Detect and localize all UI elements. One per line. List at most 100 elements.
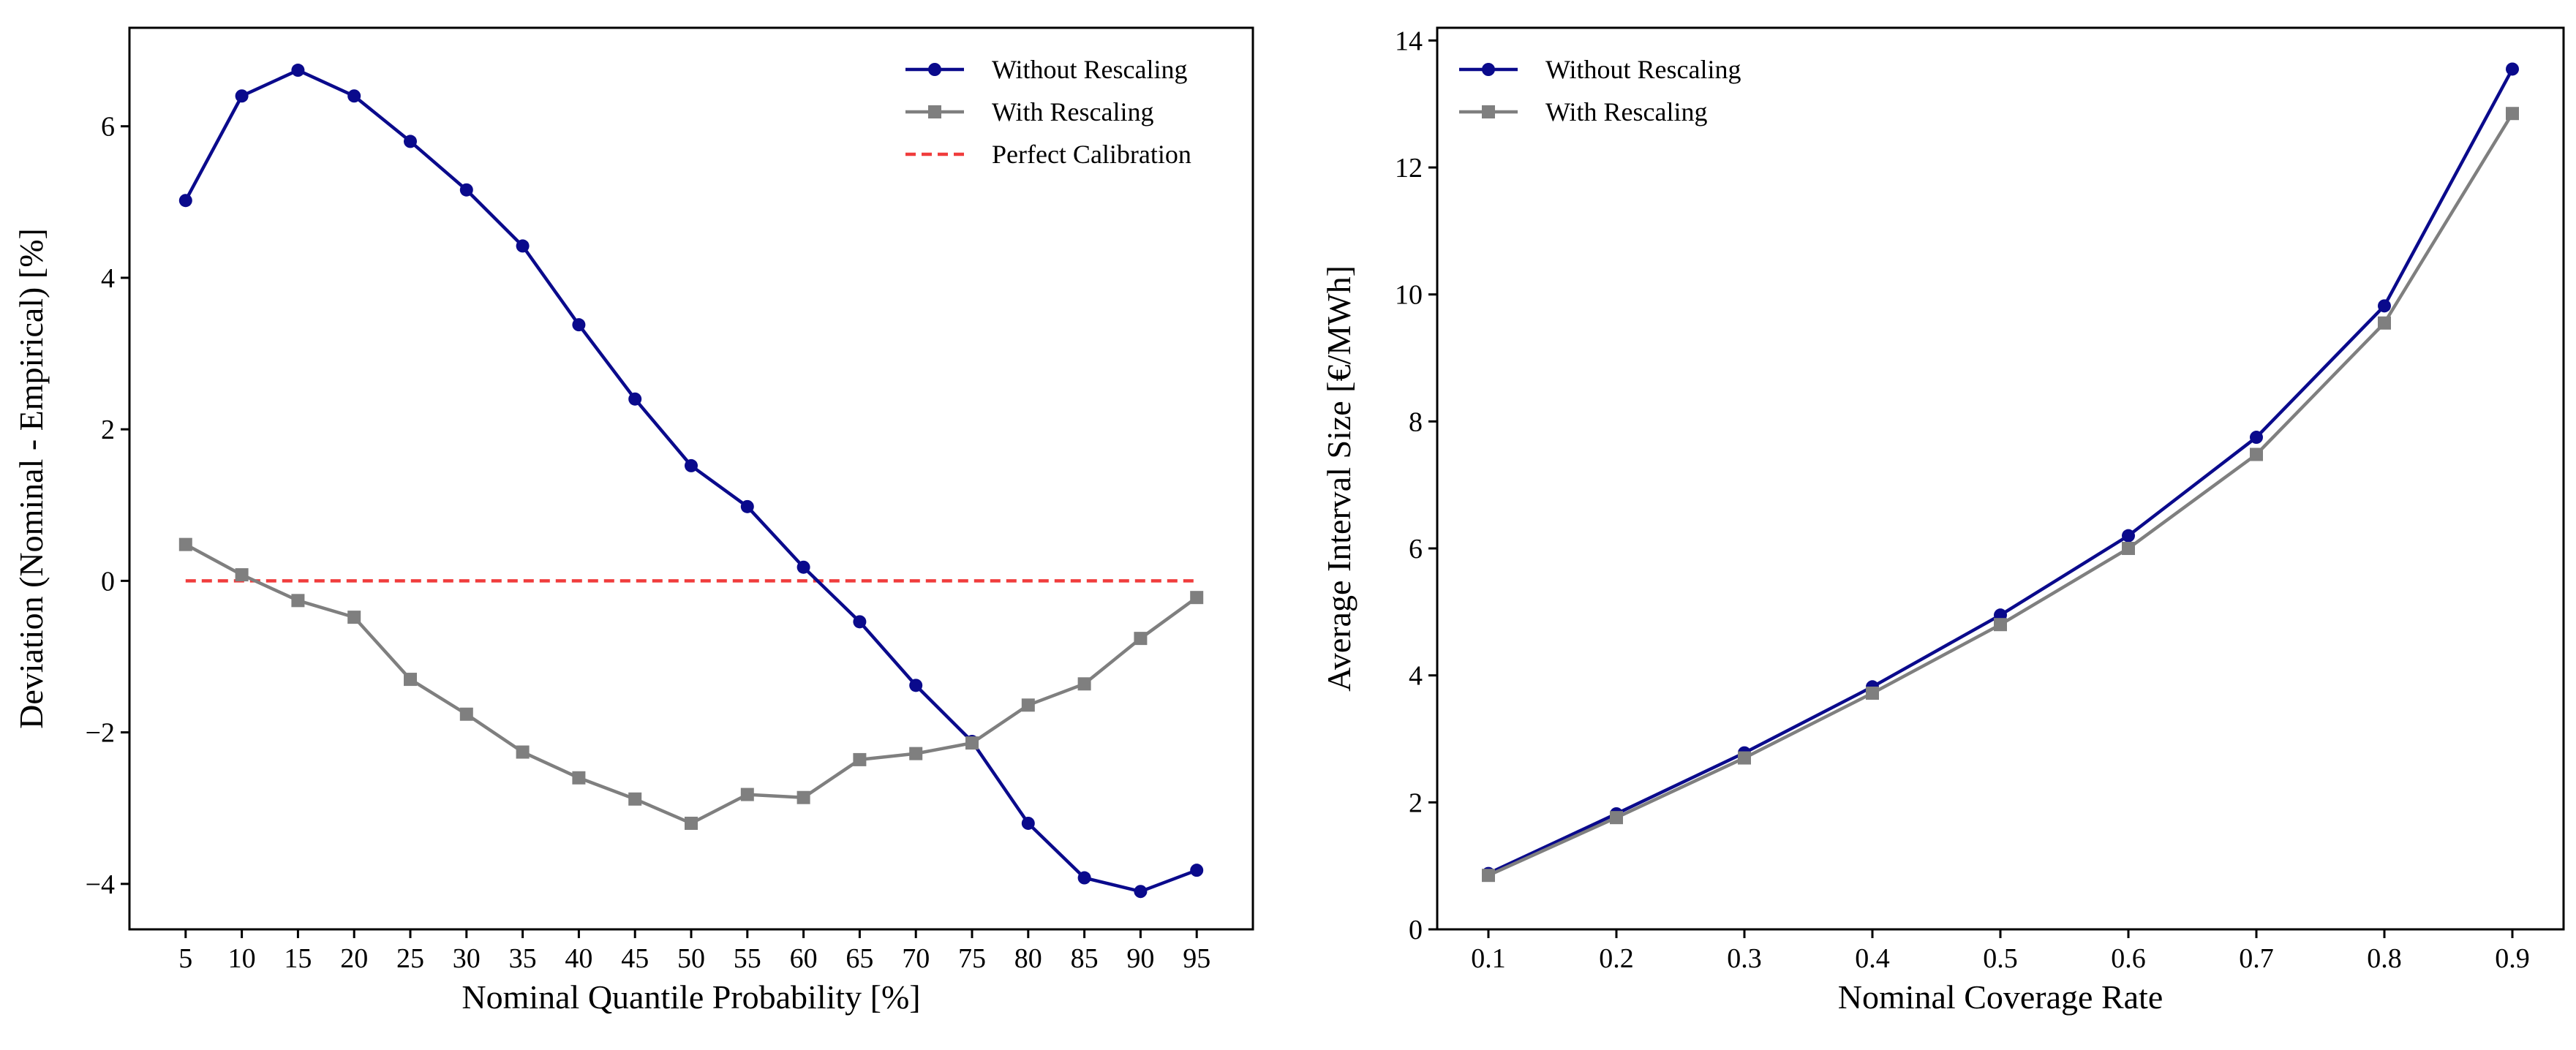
data-point-without-rescaling xyxy=(796,560,810,574)
y-tick-label: 14 xyxy=(1395,26,1423,56)
data-point-with-rescaling xyxy=(2250,447,2263,461)
x-tick-label: 75 xyxy=(958,943,986,974)
data-point-without-rescaling xyxy=(404,135,417,148)
y-tick-label: 6 xyxy=(101,112,115,143)
data-point-with-rescaling xyxy=(2122,542,2135,556)
data-point-with-rescaling xyxy=(404,673,417,687)
data-point-without-rescaling xyxy=(853,615,867,629)
y-axis-title: Average Interval Size [€/MWh] xyxy=(1320,265,1357,692)
legend: Without Rescaling With Rescaling xyxy=(1459,55,1741,126)
x-axis-title: Nominal Coverage Rate xyxy=(1838,978,2163,1016)
y-tick-label: 8 xyxy=(1409,407,1423,437)
x-tick-label: 65 xyxy=(846,943,873,974)
data-point-without-rescaling xyxy=(347,89,361,103)
data-point-with-rescaling xyxy=(796,790,810,804)
data-point-with-rescaling xyxy=(1021,698,1035,712)
data-point-without-rescaling xyxy=(291,64,305,78)
chart-panel-2: 0.1 0.2 0.3 0.4 0.5 0.6 0.7 0.8 0.9 0 2 4 6 8 10 12 14 No… xyxy=(1320,26,2565,1016)
data-point-without-rescaling xyxy=(2378,299,2391,313)
data-point-without-rescaling xyxy=(1077,871,1091,885)
x-tick-label: 0.9 xyxy=(2495,943,2530,974)
x-tick-label: 30 xyxy=(453,943,481,974)
data-point-without-rescaling xyxy=(1134,885,1148,899)
y-tick-label: 0 xyxy=(1409,915,1423,945)
legend-marker-circle xyxy=(928,63,941,76)
legend-label: With Rescaling xyxy=(992,97,1154,126)
y-tick-label: 6 xyxy=(1409,534,1423,564)
legend-marker-square xyxy=(928,105,941,118)
x-tick-label: 35 xyxy=(509,943,537,974)
data-point-without-rescaling xyxy=(235,89,249,103)
x-tick-label: 0.8 xyxy=(2367,943,2402,974)
data-point-with-rescaling xyxy=(909,747,923,760)
legend-marker-square xyxy=(1482,105,1495,118)
data-point-without-rescaling xyxy=(2122,529,2135,543)
data-point-with-rescaling xyxy=(459,707,473,721)
x-tick-label: 0.4 xyxy=(1855,943,1890,974)
y-axis-title: Deviation (Nominal - Empirical) [%] xyxy=(12,228,50,729)
y-tick-label: −4 xyxy=(86,869,115,900)
data-point-with-rescaling xyxy=(1866,686,1879,700)
data-point-with-rescaling xyxy=(2506,107,2519,121)
data-point-without-rescaling xyxy=(2506,62,2519,76)
data-point-with-rescaling xyxy=(1190,591,1204,605)
x-tick-label: 40 xyxy=(565,943,592,974)
legend: Without Rescaling With Rescaling Perfect C… xyxy=(905,55,1191,169)
series-line-without-rescaling xyxy=(184,68,1197,894)
data-point-with-rescaling xyxy=(2378,316,2391,330)
data-point-with-rescaling xyxy=(1134,632,1148,646)
x-tick-label: 45 xyxy=(621,943,649,974)
x-tick-label: 55 xyxy=(734,943,761,974)
data-point-with-rescaling xyxy=(178,537,192,551)
data-point-without-rescaling xyxy=(909,679,923,692)
data-point-with-rescaling xyxy=(628,792,642,806)
y-tick-label: 0 xyxy=(101,566,115,597)
y-tick-label: 4 xyxy=(101,263,115,294)
x-tick-label: 0.2 xyxy=(1599,943,1634,974)
data-point-with-rescaling xyxy=(1077,677,1091,691)
x-tick-label: 80 xyxy=(1014,943,1042,974)
data-point-without-rescaling xyxy=(516,239,530,253)
data-point-with-rescaling xyxy=(1738,751,1751,765)
x-tick-label: 85 xyxy=(1071,943,1099,974)
data-point-with-rescaling xyxy=(853,752,867,766)
data-point-with-rescaling xyxy=(965,736,979,750)
y-tick-label: 12 xyxy=(1395,153,1423,184)
data-point-without-rescaling xyxy=(685,458,698,472)
x-tick-label: 0.5 xyxy=(1983,943,2018,974)
data-point-without-rescaling xyxy=(1021,816,1035,830)
data-point-with-rescaling xyxy=(572,771,586,785)
data-point-without-rescaling xyxy=(2250,431,2263,445)
chart-panel-1: 5 10 15 20 25 30 35 40 45 50 55 60 65 70 75 80 85 90 95−4−… xyxy=(12,26,1254,1016)
plot-frame xyxy=(1436,26,2565,931)
series-line-with-rescaling xyxy=(184,543,1198,826)
legend-label: Perfect Calibration xyxy=(992,140,1191,169)
legend-label: With Rescaling xyxy=(1545,97,1708,126)
data-point-without-rescaling xyxy=(459,183,473,197)
data-point-without-rescaling xyxy=(740,499,754,513)
legend-marker-circle xyxy=(1482,63,1495,76)
data-point-with-rescaling xyxy=(740,788,754,801)
x-tick-label: 50 xyxy=(677,943,705,974)
x-tick-label: 95 xyxy=(1183,943,1210,974)
data-point-with-rescaling xyxy=(291,594,305,608)
data-point-with-rescaling xyxy=(235,568,249,582)
data-point-with-rescaling xyxy=(1610,811,1623,825)
data-point-with-rescaling xyxy=(347,611,361,624)
data-point-without-rescaling xyxy=(628,392,642,406)
y-tick-label: 4 xyxy=(1409,661,1423,692)
data-point-without-rescaling xyxy=(1190,864,1204,877)
x-tick-label: 5 xyxy=(178,943,192,974)
x-axis-title: Nominal Quantile Probability [%] xyxy=(462,978,920,1016)
y-tick-label: 2 xyxy=(1409,788,1423,818)
data-point-with-rescaling xyxy=(1994,618,2007,632)
series-line-with-rescaling xyxy=(1488,113,2514,877)
x-tick-label: 0.6 xyxy=(2111,943,2146,974)
x-tick-label: 10 xyxy=(228,943,256,974)
x-tick-label: 25 xyxy=(396,943,424,974)
data-point-without-rescaling xyxy=(178,194,192,208)
data-point-with-rescaling xyxy=(685,816,698,830)
legend-label: Without Rescaling xyxy=(992,55,1188,84)
series-line-without-rescaling xyxy=(1488,68,2514,875)
